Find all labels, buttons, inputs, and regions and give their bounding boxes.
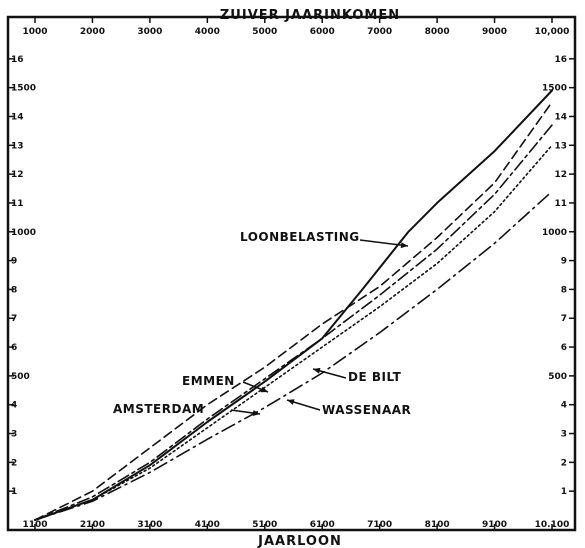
y-left-tick-label: 16: [11, 55, 24, 65]
y-left-tick-label: 6: [11, 343, 17, 353]
y-left-tick-label: 1000: [11, 228, 36, 238]
annotation-arrowhead: [252, 410, 260, 416]
x-tick-label: 6100: [310, 520, 335, 530]
y-left-tick-label: 1500: [11, 84, 36, 94]
x2-tick-label: 5000: [252, 27, 277, 37]
annotation-arrowhead: [313, 367, 321, 374]
x-tick-label: 7100: [367, 520, 392, 530]
y-right-tick-label: 4: [561, 401, 567, 411]
y-right-tick-label: 1500: [542, 84, 567, 94]
series-line-amsterdam: [34, 124, 553, 521]
y-left-tick-label: 2: [11, 458, 17, 468]
annotation-arrowhead: [287, 399, 295, 405]
annotation-leader: [359, 239, 409, 247]
annotation-label: WASSENAAR: [322, 403, 411, 417]
x2-tick-label: 6000: [310, 27, 335, 37]
y-right-tick-label: 16: [554, 55, 567, 65]
y-right-tick-label: 11: [554, 199, 567, 209]
y-right-tick-label: 12: [554, 170, 567, 180]
x2-tick-label: 3000: [137, 27, 162, 37]
y-left-tick-label: 3: [11, 430, 17, 440]
y-right-tick-label: 8: [561, 285, 567, 295]
x-tick-label: 2100: [80, 520, 105, 530]
annotation-label: AMSTERDAM: [113, 402, 204, 416]
y-left-tick-label: 14: [11, 112, 24, 122]
plot-frame: [6, 15, 577, 532]
y-right-tick-label: 7: [561, 314, 567, 324]
y-right-tick-label: 2: [561, 458, 567, 468]
annotation-arrowhead: [400, 242, 408, 249]
y-left-tick-label: 1: [11, 487, 17, 497]
annotation-label: LOONBELASTING: [240, 230, 360, 244]
y-right-tick-label: 9: [561, 257, 567, 267]
annotation-label: EMMEN: [182, 374, 235, 388]
series-line-wassenaar: [34, 190, 553, 521]
y-left-tick-label: 7: [11, 314, 17, 324]
x-tick-label: 5100: [252, 520, 277, 530]
y-right-tick-label: 3: [561, 430, 567, 440]
x-tick-label: 4100: [195, 520, 220, 530]
y-right-tick-label: 1000: [542, 228, 567, 238]
x2-tick-label: 8000: [425, 27, 450, 37]
top-axis-title: ZUIVER JAARINKOMEN: [220, 8, 400, 23]
y-left-tick-label: 500: [11, 372, 30, 382]
series-layer: [34, 89, 553, 521]
x-tick-label: 8100: [425, 520, 450, 530]
x2-tick-label: 2000: [80, 27, 105, 37]
series-line-emmen: [34, 101, 553, 521]
x-tick-label: 10.100: [535, 520, 570, 530]
annotations-layer: LOONBELASTING EMMEN DE BILT AMSTERDAM WASSEN…: [113, 230, 411, 417]
y-left-tick-label: 8: [11, 285, 17, 295]
x2-tick-label: 9000: [482, 27, 507, 37]
annotation-label: DE BILT: [348, 370, 402, 384]
bottom-axis-title: JAARLOON: [257, 534, 342, 548]
y-right-tick-label: 500: [548, 372, 567, 382]
x-tick-label: 3100: [137, 520, 162, 530]
ticks-layer: 1100 2100 3100 4100 5100 6100 7100 8100 9100 10.1…: [8, 17, 575, 530]
series-line-de-bilt: [34, 144, 553, 521]
y-left-tick-label: 11: [11, 199, 24, 209]
y-left-tick-label: 12: [11, 170, 24, 180]
y-right-tick-label: 14: [554, 112, 567, 122]
annotation-arrowhead: [260, 386, 268, 393]
x-tick-label: 9100: [482, 520, 507, 530]
x2-tick-label: 1000: [22, 27, 47, 37]
y-right-tick-label: 6: [561, 343, 567, 353]
y-left-tick-label: 13: [11, 141, 24, 151]
y-left-tick-label: 4: [11, 401, 17, 411]
y-right-tick-label: 1: [561, 487, 567, 497]
x-tick-label: 1100: [22, 520, 47, 530]
y-right-tick-label: 13: [554, 141, 567, 151]
x2-tick-label: 10,000: [535, 27, 570, 37]
x2-tick-label: 4000: [195, 27, 220, 37]
y-left-tick-label: 9: [11, 257, 17, 267]
x2-tick-label: 7000: [367, 27, 392, 37]
